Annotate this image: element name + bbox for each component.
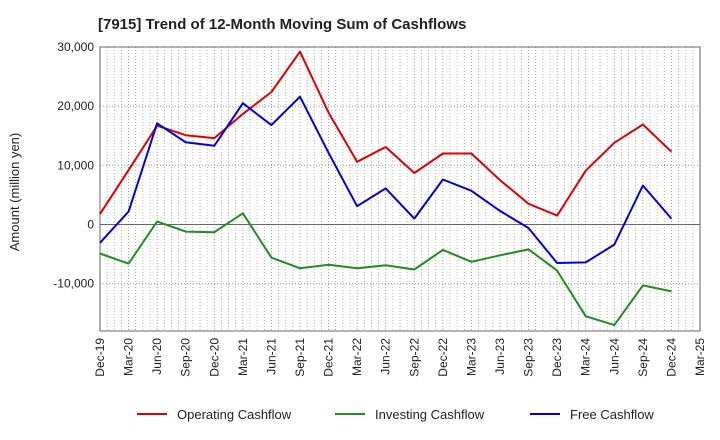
- x-tick-label: Sep-20: [179, 338, 193, 377]
- x-tick-label: Jun-20: [150, 338, 164, 375]
- x-tick-label: Dec-24: [664, 338, 678, 377]
- y-tick-label: 20,000: [57, 99, 94, 113]
- legend: Operating Cashflow Investing Cashflow Free…: [137, 407, 654, 422]
- legend-label: Operating Cashflow: [177, 407, 292, 422]
- y-axis-label: Amount (million yen): [7, 133, 22, 252]
- plot-frame: [99, 46, 701, 332]
- x-tick-label: Mar-22: [350, 338, 364, 376]
- series-line: [99, 212, 672, 327]
- x-tick-label: Dec-20: [207, 338, 221, 377]
- x-tick-label: Dec-23: [550, 338, 564, 377]
- chart-title: [7915] Trend of 12-Month Moving Sum of C…: [98, 16, 466, 33]
- x-tick-label: Jun-24: [607, 338, 621, 375]
- x-tick-label: Jun-21: [264, 338, 278, 375]
- x-tick-label: Mar-23: [464, 338, 478, 376]
- series-line: [99, 50, 673, 217]
- x-tick-label: Sep-23: [522, 338, 536, 377]
- x-tick-label: Sep-24: [636, 338, 650, 377]
- x-tick-label: Mar-25: [693, 338, 707, 376]
- x-tick-label: Mar-21: [236, 338, 250, 376]
- y-tick-label: 30,000: [57, 40, 94, 54]
- legend-label: Free Cashflow: [570, 407, 654, 422]
- x-tick-label: Sep-22: [407, 338, 421, 377]
- legend-label: Investing Cashflow: [375, 407, 485, 422]
- x-tick-label: Dec-22: [436, 338, 450, 377]
- x-tick-label: Jun-23: [493, 338, 507, 375]
- y-tick-label: 10,000: [57, 158, 94, 172]
- x-tick-label: Dec-21: [322, 338, 336, 377]
- plot-area: 30,000 20,000 10,000 0 -10,000 Dec-19 Mar-20 Ju…: [53, 40, 707, 377]
- y-tick-label: -10,000: [53, 277, 94, 291]
- y-tick-label: 0: [87, 218, 94, 232]
- x-tick-label: Mar-20: [122, 338, 136, 376]
- series-line: [99, 95, 673, 264]
- x-tick-label: Dec-19: [93, 338, 107, 377]
- x-tick-label: Sep-21: [293, 338, 307, 377]
- x-tick-label: Mar-24: [579, 338, 593, 376]
- x-tick-label: Jun-22: [379, 338, 393, 375]
